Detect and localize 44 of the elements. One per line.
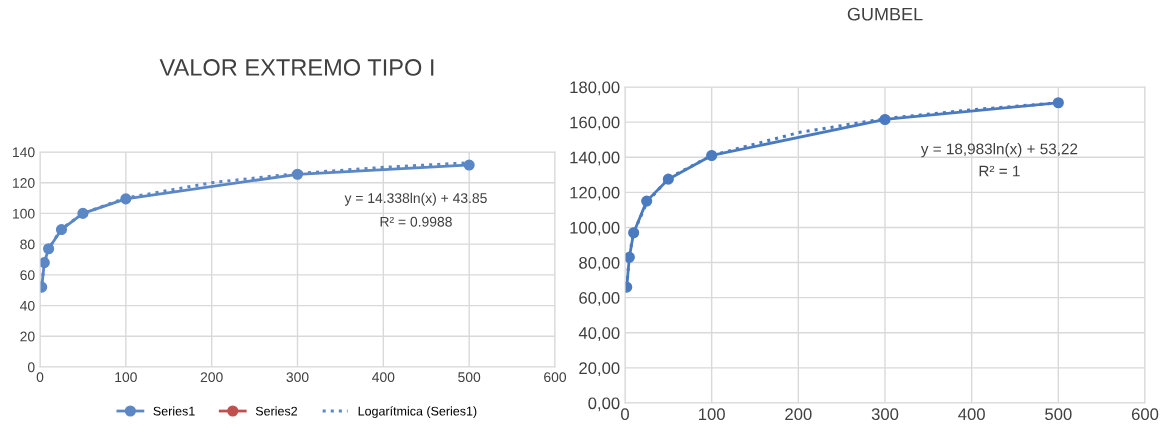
x-tick-label: 400	[958, 408, 985, 421]
x-tick-label: 600	[1131, 408, 1159, 421]
annotation: R² = 0.9988	[380, 216, 452, 227]
y-tick-label: 60	[20, 270, 35, 281]
y-tick-label: 60,00	[579, 292, 620, 306]
x-tick-label: 300	[286, 372, 309, 383]
y-tick-label: 100	[13, 208, 35, 219]
y-tick-label: 80	[20, 239, 35, 250]
annotation: y = 18,983ln(x) + 53,22	[920, 143, 1078, 158]
y-tick-label: 120,00	[570, 186, 620, 201]
x-tick-label: 100	[699, 408, 725, 421]
y-tick-label: 160,00	[570, 116, 620, 131]
x-tick-label: 0	[621, 408, 629, 421]
x-tick-label: 300	[871, 408, 899, 421]
x-tick-label: 100	[115, 372, 137, 383]
point	[463, 159, 475, 171]
y-tick-label: 0	[27, 362, 35, 373]
x-tick-label: 0	[36, 372, 44, 383]
x-tick-label: 500	[458, 372, 481, 383]
y-tick-label: 140,00	[570, 151, 620, 166]
x-tick-label: 600	[544, 372, 567, 383]
y-tick-label: 120	[13, 178, 35, 188]
legend-label: Series2	[255, 406, 298, 416]
y-tick-label: 40,00	[578, 327, 620, 341]
annotation: y = 14.338ln(x) + 43.85	[344, 192, 487, 206]
chart-title: VALOR EXTREMO TIPO I	[159, 59, 434, 76]
legend-label: Series1	[153, 406, 195, 416]
x-tick-label: 200	[785, 408, 812, 421]
chart-title: GUMBEL	[847, 7, 923, 21]
y-tick-label: 80,00	[579, 256, 620, 271]
annotation: R² = 1	[979, 165, 1020, 177]
x-tick-label: 500	[1045, 408, 1072, 421]
legend-label: Logarítmica (Series1)	[358, 406, 477, 418]
y-tick-label: 40	[20, 300, 35, 311]
x-tick-label: 200	[200, 372, 223, 383]
y-tick-label: 140	[13, 147, 35, 158]
y-tick-label: 100,00	[570, 221, 620, 236]
y-tick-label: 20,00	[579, 362, 620, 377]
y-tick-label: 0,00	[588, 397, 620, 412]
x-tick-label: 400	[372, 372, 395, 383]
point	[55, 223, 68, 236]
point	[1052, 97, 1064, 109]
y-tick-label: 20	[20, 331, 35, 342]
y-tick-label: 180,00	[570, 81, 620, 96]
